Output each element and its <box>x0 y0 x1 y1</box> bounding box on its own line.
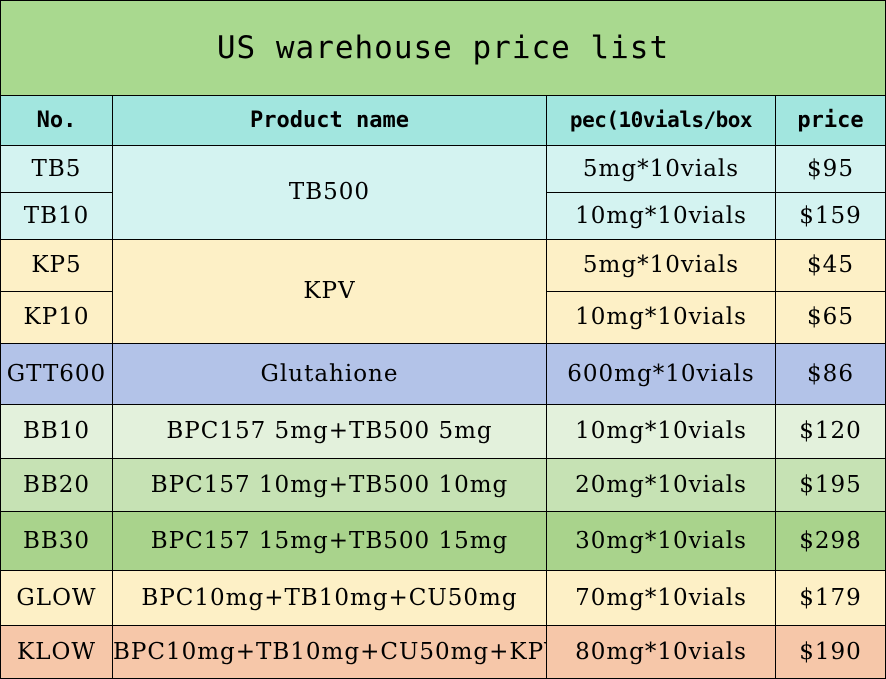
item-price: $120 <box>774 404 886 459</box>
item-price: $86 <box>774 343 886 405</box>
header-product-name: Product name <box>112 95 547 146</box>
table-row: BB20 BPC157 10mg+TB500 10mg 20mg*10vials… <box>0 458 886 512</box>
item-no: BB20 <box>0 458 113 512</box>
item-spec: 10mg*10vials <box>546 404 776 459</box>
item-price: $190 <box>774 625 886 679</box>
product-name: BPC157 10mg+TB500 10mg <box>112 458 547 512</box>
item-no: KP10 <box>0 291 113 344</box>
item-price: $65 <box>774 291 886 344</box>
item-spec: 600mg*10vials <box>546 343 776 405</box>
product-name: BPC157 5mg+TB500 5mg <box>112 404 547 459</box>
item-price: $95 <box>774 145 886 193</box>
sheet-title: US warehouse price list <box>0 0 886 96</box>
table-row: TB10 10mg*10vials $159 <box>0 192 886 240</box>
item-spec: 10mg*10vials <box>546 192 776 240</box>
product-name: BPC10mg+TB10mg+CU50mg <box>112 570 547 626</box>
product-name: TB500 <box>112 145 547 240</box>
item-no: GTT600 <box>0 343 113 405</box>
title-row: US warehouse price list <box>0 0 886 96</box>
product-name: Glutahione <box>112 343 547 405</box>
item-spec: 20mg*10vials <box>546 458 776 512</box>
product-name: BPC10mg+TB10mg+CU50mg+KPV10mg <box>112 625 547 679</box>
item-no: BB30 <box>0 511 113 571</box>
item-price: $45 <box>774 239 886 292</box>
item-spec: 80mg*10vials <box>546 625 776 679</box>
header-no: No. <box>0 95 113 146</box>
item-no: KLOW <box>0 625 113 679</box>
item-price: $195 <box>774 458 886 512</box>
product-name: KPV <box>112 239 547 344</box>
table-row: KLOW BPC10mg+TB10mg+CU50mg+KPV10mg 80mg*… <box>0 625 886 679</box>
item-price: $159 <box>774 192 886 240</box>
item-spec: 5mg*10vials <box>546 145 776 193</box>
table-row: GLOW BPC10mg+TB10mg+CU50mg 70mg*10vials … <box>0 570 886 626</box>
header-price: price <box>774 95 886 146</box>
item-no: BB10 <box>0 404 113 459</box>
table-row: GTT600 Glutahione 600mg*10vials $86 <box>0 343 886 405</box>
table-row: KP10 10mg*10vials $65 <box>0 291 886 344</box>
table-row: KP5 KPV 5mg*10vials $45 <box>0 239 886 344</box>
item-price: $179 <box>774 570 886 626</box>
item-price: $298 <box>774 511 886 571</box>
item-no: TB5 <box>0 145 113 193</box>
header-spec: pec(10vials/box <box>546 95 776 146</box>
header-row: No. Product name pec(10vials/box price <box>0 95 886 146</box>
item-no: GLOW <box>0 570 113 626</box>
item-no: TB10 <box>0 192 113 240</box>
table-row: TB5 TB500 5mg*10vials $95 <box>0 145 886 240</box>
item-spec: 70mg*10vials <box>546 570 776 626</box>
item-spec: 30mg*10vials <box>546 511 776 571</box>
table-row: BB10 BPC157 5mg+TB500 5mg 10mg*10vials $… <box>0 404 886 459</box>
table-row: BB30 BPC157 15mg+TB500 15mg 30mg*10vials… <box>0 511 886 571</box>
item-spec: 5mg*10vials <box>546 239 776 292</box>
item-spec: 10mg*10vials <box>546 291 776 344</box>
item-no: KP5 <box>0 239 113 292</box>
product-name: BPC157 15mg+TB500 15mg <box>112 511 547 571</box>
